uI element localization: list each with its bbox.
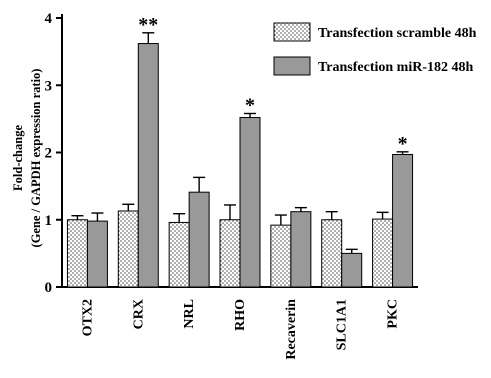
- y-tick-label: 0: [45, 280, 53, 296]
- y-axis-title-line1: Fold-change: [11, 125, 25, 191]
- bar-scramble: [321, 219, 343, 288]
- bar-scramble: [219, 219, 241, 288]
- x-tick-label: CRX: [131, 299, 146, 329]
- legend-label-scramble: Transfection scramble 48h: [318, 26, 477, 41]
- bar-mir182: [137, 43, 159, 288]
- significance-marker: *: [398, 133, 408, 155]
- bar-scramble: [66, 219, 88, 288]
- x-tick-label: NRL: [182, 299, 197, 329]
- significance-marker: *: [245, 94, 255, 116]
- x-tick-label: RHO: [233, 299, 248, 331]
- legend-label-mir182: Transfection miR-182 48h: [318, 60, 473, 75]
- bar-scramble: [270, 224, 292, 288]
- y-axis-title-line2: (Gene / GAPDH expression ratio): [29, 69, 43, 248]
- legend-swatch-scramble: [273, 22, 311, 42]
- x-tick-label: Recaverin: [284, 299, 299, 360]
- x-tick-label: OTX2: [80, 299, 95, 336]
- bar-mir182: [290, 211, 312, 288]
- y-tick-label: 2: [45, 146, 53, 162]
- bar-mir182: [86, 220, 108, 288]
- x-tick-label: PKC: [386, 299, 401, 329]
- x-tick-label: SLC1A1: [335, 299, 350, 350]
- bar-mir182: [239, 117, 261, 288]
- significance-marker: **: [138, 14, 158, 36]
- y-tick-label: 1: [45, 213, 53, 229]
- bar-mir182: [392, 154, 414, 288]
- legend-swatch-mir182: [273, 56, 311, 76]
- bar-mir182: [341, 252, 363, 288]
- y-tick-label: 3: [45, 78, 53, 94]
- bar-scramble: [168, 221, 190, 288]
- bar-scramble: [372, 218, 394, 288]
- bar-mir182: [188, 191, 210, 288]
- legend: Transfection scramble 48h Transfection m…: [273, 22, 477, 76]
- y-axis-title: Fold-change (Gene / GAPDH expression rat…: [11, 69, 43, 248]
- y-tick-label: 4: [45, 11, 53, 27]
- bar-scramble: [117, 210, 139, 288]
